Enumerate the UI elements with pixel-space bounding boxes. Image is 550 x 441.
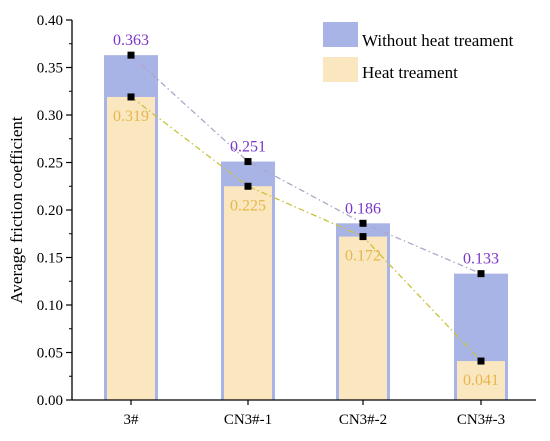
data-label-without-heat-2: 0.186 (345, 200, 381, 217)
data-labels-layer: 0.363 0.251 0.186 0.133 0.319 0.225 0.172 0.041 (113, 32, 499, 389)
legend-swatch-without-heat (323, 22, 358, 47)
bar-heat-cn3-1 (224, 186, 272, 400)
y-axis-label: Average friction coefficient (7, 116, 26, 303)
y-tick-label-5: 0.25 (37, 156, 63, 172)
x-tick-label-1: CN3#-1 (224, 412, 272, 428)
marker-without-heat-0 (127, 51, 135, 59)
bar-heat-cn3-2 (339, 236, 387, 400)
data-label-heat-2: 0.172 (345, 248, 381, 265)
y-tick-label-3: 0.15 (37, 251, 63, 267)
y-tick-label-6: 0.30 (37, 108, 63, 124)
marker-without-heat-3 (477, 270, 485, 278)
x-tick-label-3: CN3#-3 (457, 412, 505, 428)
data-label-heat-3: 0.041 (463, 372, 499, 389)
marker-without-heat-2 (359, 219, 367, 227)
x-tick-label-2: CN3#-2 (339, 412, 387, 428)
marker-without-heat-1 (244, 158, 252, 166)
y-tick-label-7: 0.35 (37, 61, 63, 77)
data-label-without-heat-1: 0.251 (230, 139, 266, 156)
x-tick-label-0: 3# (124, 412, 140, 428)
marker-heat-3 (477, 357, 485, 365)
bar-heat-3 (107, 96, 155, 400)
y-tick-label-0: 0.00 (37, 393, 63, 409)
marker-heat-0 (127, 93, 135, 101)
marker-heat-2 (359, 233, 367, 241)
markers-layer (127, 51, 485, 365)
bars-layer (104, 55, 508, 401)
legend-swatch-heat (323, 57, 358, 82)
bar-heat-cn3-3 (457, 361, 505, 400)
legend: Without heat treament Heat treament (323, 22, 514, 82)
marker-heat-1 (244, 182, 252, 190)
data-label-without-heat-0: 0.363 (113, 32, 149, 49)
data-label-heat-1: 0.225 (230, 197, 266, 214)
data-label-heat-0: 0.319 (113, 108, 149, 125)
data-label-without-heat-3: 0.133 (463, 251, 499, 268)
trend-line-without-heat (130, 54, 482, 275)
trend-line-heat (130, 96, 482, 362)
y-tick-label-2: 0.10 (37, 298, 63, 314)
legend-label-without-heat: Without heat treament (362, 31, 514, 50)
trend-lines-layer (130, 54, 482, 362)
y-ticks-layer: 0.00 0.05 0.10 0.15 0.20 0.25 0.30 0.35 0.40 (37, 13, 72, 409)
x-ticks-layer: 3# CN3#-1 CN3#-2 CN3#-3 (124, 400, 505, 428)
y-tick-label-1: 0.05 (37, 346, 63, 362)
y-tick-label-8: 0.40 (37, 13, 63, 29)
legend-label-heat: Heat treament (362, 63, 458, 82)
y-tick-label-4: 0.20 (37, 203, 63, 219)
